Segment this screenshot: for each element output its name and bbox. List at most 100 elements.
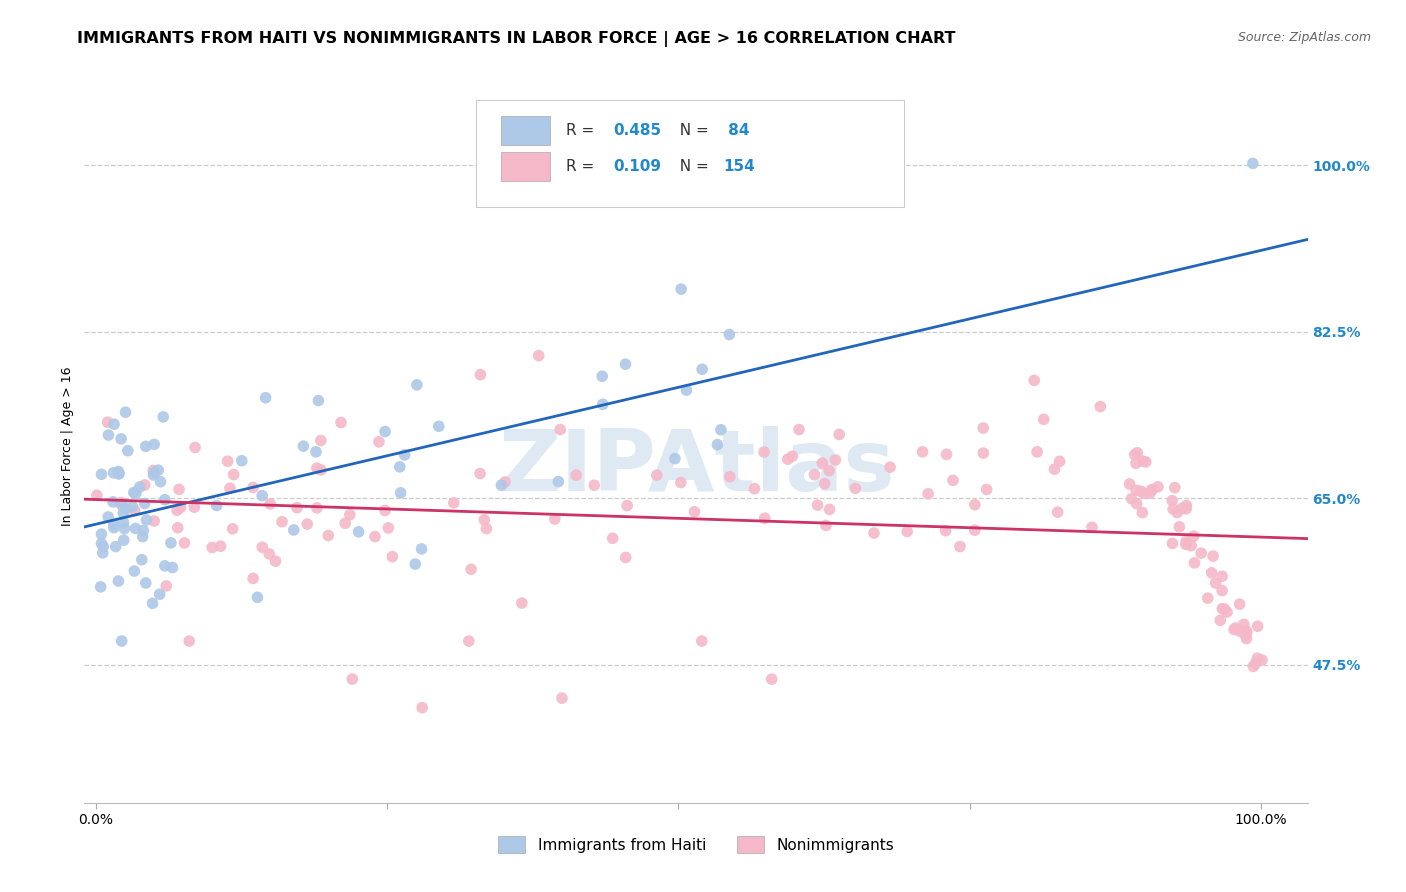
Text: 84: 84 — [723, 123, 749, 138]
Point — [231, 453, 253, 467]
Point — [103, 417, 125, 432]
Point — [1168, 520, 1191, 534]
Point — [347, 524, 370, 539]
Point — [205, 499, 228, 513]
Point — [285, 500, 308, 515]
Point — [162, 560, 184, 574]
Point — [1140, 483, 1163, 498]
Point — [1184, 556, 1206, 570]
Point — [101, 495, 124, 509]
Point — [257, 547, 280, 561]
Point — [803, 467, 825, 482]
Point — [259, 497, 281, 511]
Point — [149, 475, 172, 489]
Point — [179, 634, 201, 648]
Point — [565, 468, 588, 483]
Point — [111, 499, 134, 513]
Point — [1201, 566, 1223, 580]
Point — [1213, 602, 1236, 616]
Point — [863, 526, 886, 541]
Point — [718, 469, 741, 483]
Point — [108, 496, 131, 510]
Point — [90, 536, 112, 550]
Point — [547, 475, 569, 489]
FancyBboxPatch shape — [475, 100, 904, 207]
Point — [669, 475, 692, 490]
Point — [148, 463, 170, 477]
Text: IMMIGRANTS FROM HAITI VS NONIMMIGRANTS IN LABOR FORCE | AGE > 16 CORRELATION CHA: IMMIGRANTS FROM HAITI VS NONIMMIGRANTS I… — [77, 31, 956, 47]
Point — [305, 500, 328, 515]
Point — [242, 571, 264, 585]
Point — [114, 405, 136, 419]
Point — [1247, 619, 1270, 633]
Point — [1223, 623, 1246, 637]
Point — [427, 419, 450, 434]
Point — [443, 496, 465, 510]
Point — [143, 466, 166, 480]
Point — [592, 397, 614, 411]
Point — [307, 393, 329, 408]
Point — [149, 587, 172, 601]
Point — [683, 505, 706, 519]
Point — [134, 497, 156, 511]
Point — [142, 468, 165, 483]
Point — [818, 464, 841, 478]
Point — [844, 481, 866, 495]
Point — [1161, 536, 1184, 550]
Point — [911, 445, 934, 459]
Point — [103, 521, 125, 535]
Point — [104, 540, 127, 554]
Point — [1161, 502, 1184, 516]
Point — [1164, 481, 1187, 495]
Point — [242, 480, 264, 494]
Point — [112, 522, 135, 536]
Point — [252, 540, 274, 554]
Point — [544, 512, 567, 526]
Point — [108, 467, 131, 481]
Point — [124, 564, 146, 578]
Point — [1174, 537, 1197, 551]
Point — [110, 496, 132, 510]
Point — [1139, 486, 1161, 500]
Point — [470, 368, 492, 382]
Point — [135, 439, 157, 453]
Point — [1225, 621, 1247, 635]
Point — [1197, 591, 1219, 606]
Point — [125, 486, 148, 500]
Point — [367, 434, 389, 449]
Point — [935, 524, 957, 538]
Point — [97, 428, 120, 442]
Point — [167, 483, 190, 497]
Point — [1171, 501, 1194, 516]
Point — [1189, 546, 1212, 560]
Point — [86, 488, 108, 502]
Point — [1209, 613, 1232, 627]
Point — [1236, 625, 1258, 640]
FancyBboxPatch shape — [502, 116, 550, 145]
Point — [121, 500, 143, 514]
Point — [217, 454, 239, 468]
Point — [1024, 373, 1046, 387]
Point — [221, 522, 243, 536]
Point — [917, 487, 939, 501]
Point — [818, 502, 841, 516]
Point — [1121, 491, 1143, 506]
Point — [972, 446, 994, 460]
Point — [1032, 412, 1054, 426]
Point — [787, 423, 810, 437]
Point — [1133, 486, 1156, 500]
Point — [184, 441, 207, 455]
Point — [97, 415, 120, 429]
Point — [107, 465, 129, 479]
Point — [1211, 601, 1233, 615]
FancyBboxPatch shape — [502, 152, 550, 180]
Point — [209, 539, 232, 553]
Point — [329, 416, 352, 430]
Point — [1229, 597, 1251, 611]
Point — [963, 523, 986, 537]
Point — [879, 460, 901, 475]
Point — [377, 521, 399, 535]
Point — [1175, 499, 1198, 513]
Point — [583, 478, 606, 492]
Point — [690, 362, 713, 376]
